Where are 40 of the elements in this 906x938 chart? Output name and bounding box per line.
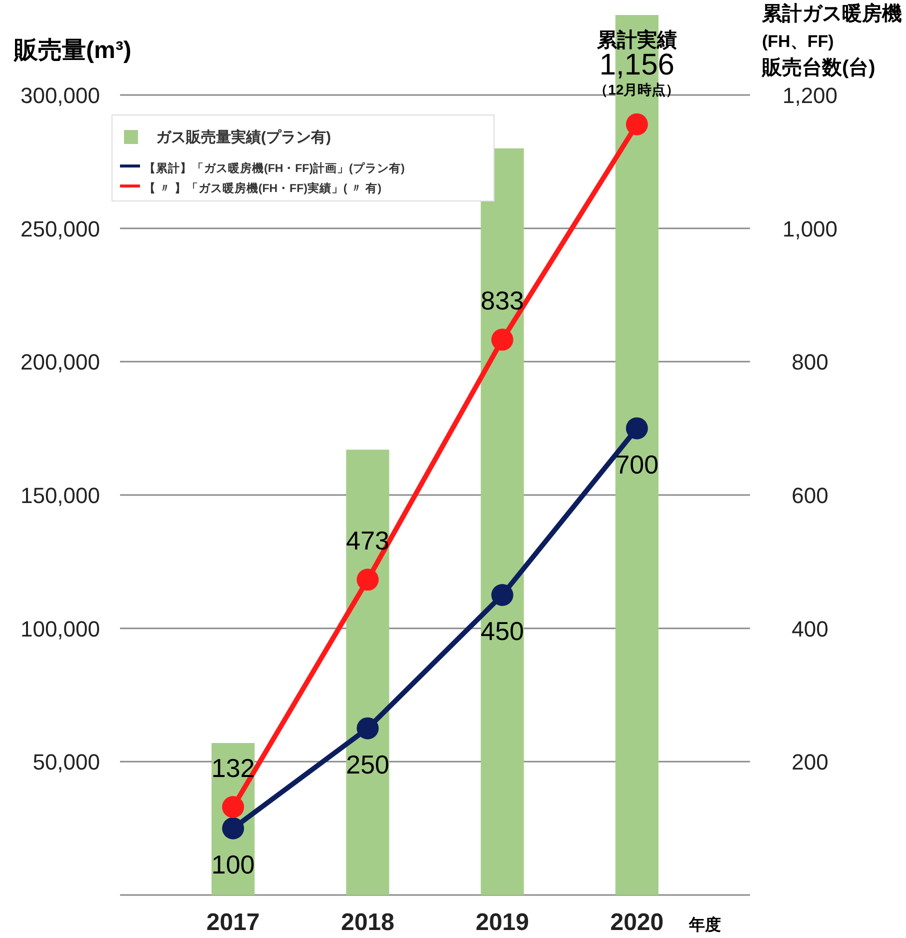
point (356, 717, 379, 740)
y-tick-label: 50,000 (32, 750, 100, 775)
data-label: 700 (615, 449, 659, 480)
legend-label: 【累計】「ガス暖房機(FH・FF)計画」(プラン有) (144, 161, 405, 175)
annotation: 累計実績 (596, 28, 677, 52)
point (626, 417, 648, 440)
data-label: 100 (211, 849, 255, 880)
x-tick-label: 2018 (340, 909, 394, 936)
x-axis-title: 年度 (688, 915, 721, 934)
x-tick-label: 2017 (206, 909, 260, 936)
data-label: 450 (480, 616, 524, 646)
y-tick-label: 200,000 (20, 350, 100, 375)
data-label: 250 (346, 749, 390, 780)
point (222, 817, 244, 840)
point (626, 113, 648, 136)
point (222, 796, 244, 818)
legend-label: ガス販売量実績(プラン有) (156, 128, 331, 146)
y2-tick-label: 1,200 (782, 83, 838, 108)
data-label: 132 (211, 753, 255, 783)
y-tick-label: 250,000 (20, 216, 100, 242)
point (491, 584, 514, 606)
legend-label: 【 〃 】「ガス暖房機(FH・FF)実績」( 〃 有) (144, 181, 382, 195)
data-label: 833 (480, 286, 524, 316)
x-tick-label: 2019 (476, 909, 530, 936)
y-tick-label: 300,000 (20, 83, 100, 108)
y2-axis-title: 累計ガス暖房機 (FH、FF) 販売台数(台) (761, 2, 902, 79)
y2-tick-label: 200 (792, 750, 828, 775)
y2-tick-label: 1,000 (782, 216, 838, 242)
bar (480, 148, 524, 895)
point (491, 328, 514, 351)
y-tick-label: 100,000 (20, 616, 100, 642)
y-axis-title: 販売量(m³) (13, 37, 132, 64)
point (356, 568, 379, 591)
y2-tick-label: 600 (792, 483, 828, 508)
data-label: 473 (346, 526, 390, 556)
y2-tick-label: 400 (792, 616, 828, 642)
x-tick-label: 2020 (610, 909, 664, 936)
bar (346, 450, 390, 895)
y2-tick-label: 800 (792, 350, 828, 375)
y-tick-label: 150,000 (20, 483, 100, 508)
